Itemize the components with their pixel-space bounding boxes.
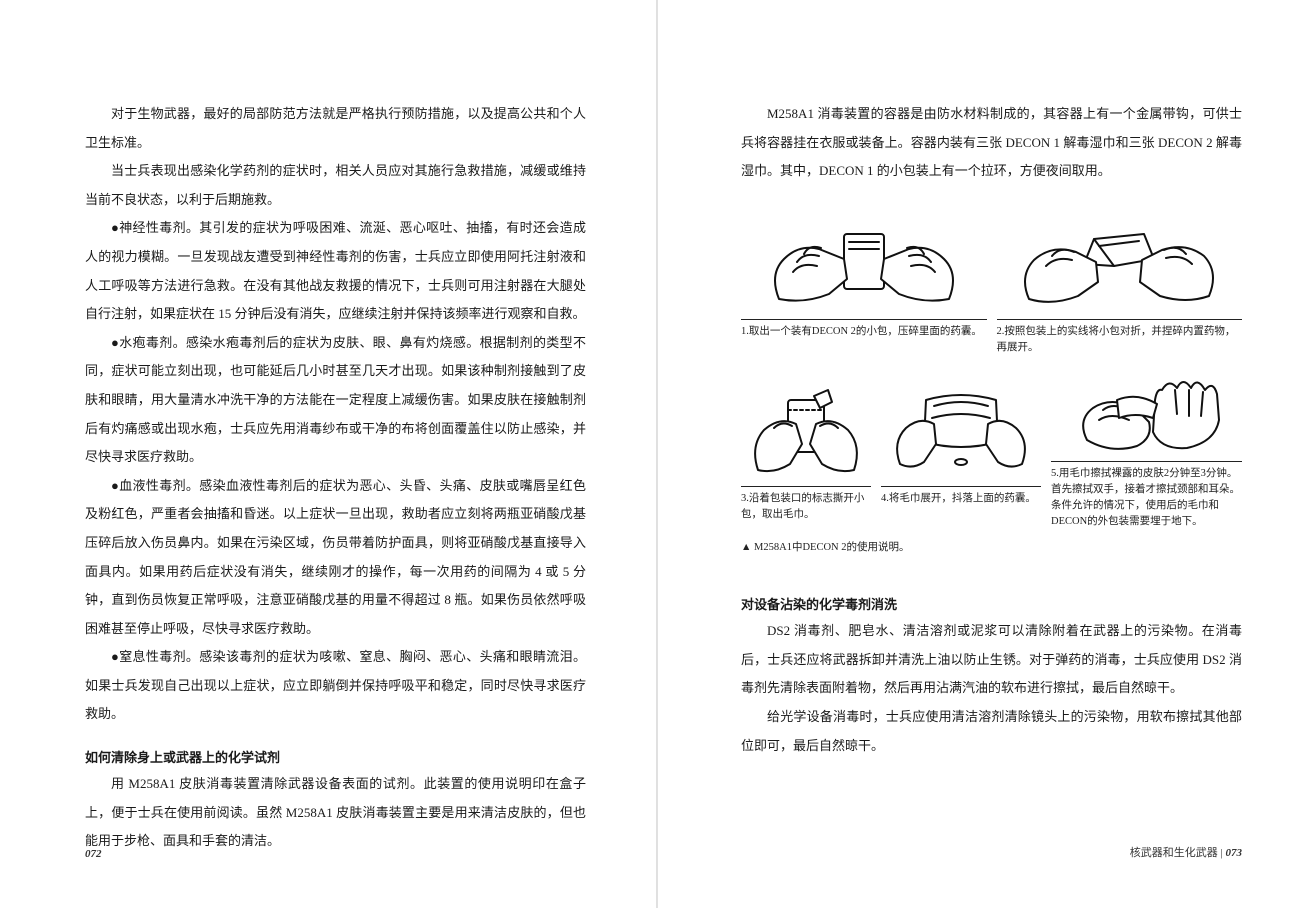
hands-wipe-skin-icon [1051,367,1242,462]
illus-step-5: 5.用毛巾擦拭裸露的皮肤2分钟至3分钟。 首先擦拭双手，接着才擦拭颈部和耳朵。 … [1051,367,1242,529]
bullet-nerve-agent: ●神经性毒剂。其引发的症状为呼吸困难、流涎、恶心呕吐、抽搐，有时还会造成人的视力… [85,214,586,328]
illus-caption-5: 5.用毛巾擦拭裸露的皮肤2分钟至3分钟。 首先擦拭双手，接着才擦拭颈部和耳朵。 … [1051,462,1242,529]
para: 当士兵表现出感染化学药剂的症状时，相关人员应对其施行急救措施，减缓或维持当前不良… [85,157,586,214]
chapter-label: 核武器和生化武器 [1130,847,1218,859]
illus-step-4: 4.将毛巾展开，抖落上面的药囊。 [881,367,1041,529]
caption-text: M258A1中DECON 2的使用说明。 [754,542,909,553]
illus-row-1: 1.取出一个装有DECON 2的小包，压碎里面的药囊。 [741,200,1242,356]
section-title-clean: 如何清除身上或武器上的化学试剂 [85,747,586,766]
para: 对于生物武器，最好的局部防范方法就是严格执行预防措施，以及提高公共和个人卫生标准… [85,100,586,157]
illustration-overall-caption: ▲ M258A1中DECON 2的使用说明。 [741,539,1242,554]
bullet-choking-agent: ●窒息性毒剂。感染该毒剂的症状为咳嗽、窒息、胸闷、恶心、头痛和眼睛流泪。如果士兵… [85,643,586,729]
page-number-right: 核武器和生化武器 | 073 [1130,844,1242,860]
page-number-left: 072 [85,848,102,860]
illus-caption-2: 2.按照包装上的实线将小包对折，并捏碎内置药物，再展开。 [997,320,1243,356]
para: 给光学设备消毒时，士兵应使用清洁溶剂清除镜头上的污染物，用软布擦拭其他部位即可，… [741,703,1242,760]
para-intro: M258A1 消毒装置的容器是由防水材料制成的，其容器上有一个金属带钩，可供士兵… [741,100,1242,186]
section-title-equipment-decon: 对设备沾染的化学毒剂消洗 [741,594,1242,613]
illus-step-2: 2.按照包装上的实线将小包对折，并捏碎内置药物，再展开。 [997,200,1243,356]
hands-unfold-towel-icon [881,367,1041,487]
bullet-blister-agent: ●水疱毒剂。感染水疱毒剂后的症状为皮肤、眼、鼻有灼烧感。根据制剂的类型不同，症状… [85,329,586,472]
para: DS2 消毒剂、肥皂水、清洁溶剂或泥浆可以清除附着在武器上的污染物。在消毒后，士… [741,617,1242,703]
illus-caption-1: 1.取出一个装有DECON 2的小包，压碎里面的药囊。 [741,320,987,340]
hands-tear-packet-icon [741,367,871,487]
illus-step-3: 3.沿着包装口的标志撕开小包，取出毛巾。 [741,367,871,529]
bullet-blood-agent: ●血液性毒剂。感染血液性毒剂后的症状为恶心、头昏、头痛、皮肤或嘴唇呈红色及粉红色… [85,472,586,644]
page-right: M258A1 消毒装置的容器是由防水材料制成的，其容器上有一个金属带钩，可供士兵… [656,0,1312,908]
caption-triangle-icon: ▲ [741,542,754,553]
page-number: 073 [1226,847,1243,859]
illus-caption-4: 4.将毛巾展开，抖落上面的药囊。 [881,487,1041,507]
illus-row-2: 3.沿着包装口的标志撕开小包，取出毛巾。 [741,367,1242,529]
page-left: 对于生物武器，最好的局部防范方法就是严格执行预防措施，以及提高公共和个人卫生标准… [0,0,656,908]
illustration-grid: 1.取出一个装有DECON 2的小包，压碎里面的药囊。 [741,200,1242,530]
para: 用 M258A1 皮肤消毒装置清除武器设备表面的试剂。此装置的使用说明印在盒子上… [85,770,586,856]
hands-fold-packet-icon [997,200,1243,320]
illus-caption-3: 3.沿着包装口的标志撕开小包，取出毛巾。 [741,487,871,523]
hands-crush-packet-icon [741,200,987,320]
illus-step-1: 1.取出一个装有DECON 2的小包，压碎里面的药囊。 [741,200,987,356]
